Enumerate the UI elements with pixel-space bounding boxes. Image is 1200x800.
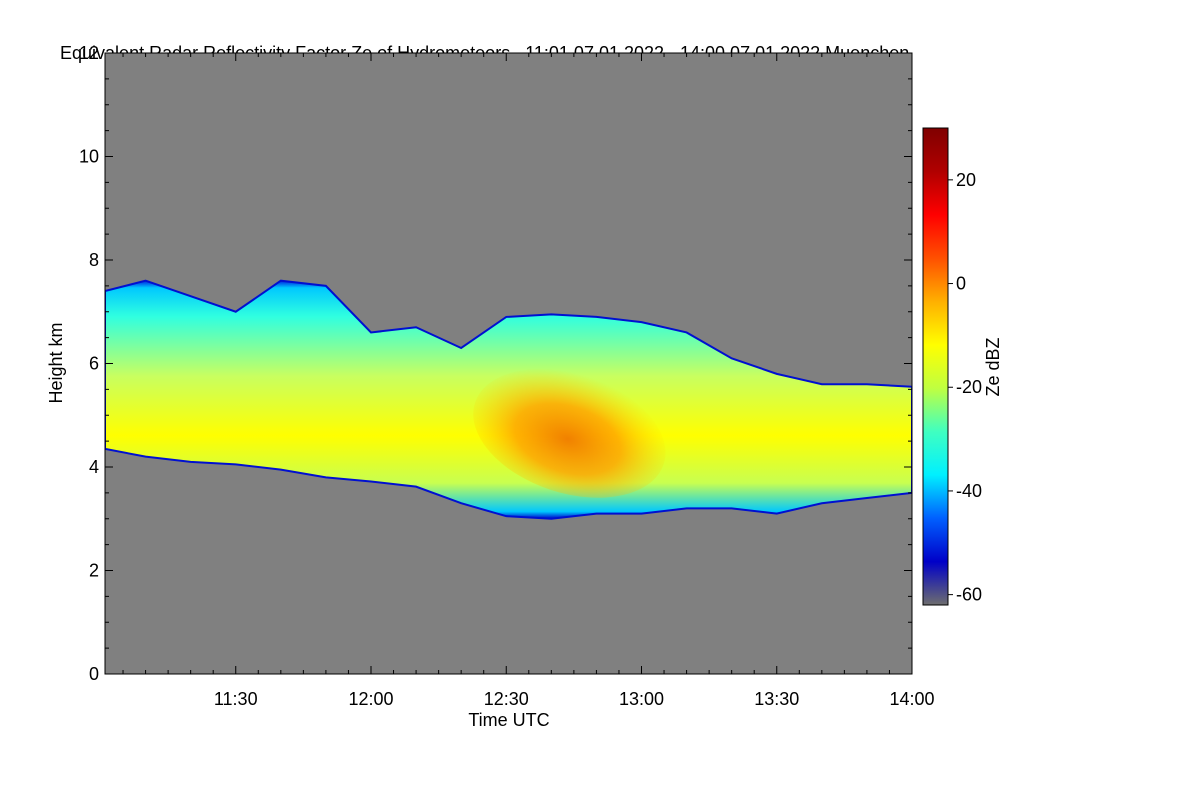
x-tick-label: 13:00 bbox=[619, 689, 664, 709]
colorbar bbox=[922, 127, 949, 606]
y-axis-label: Height km bbox=[46, 322, 66, 403]
x-axis: 11:30 12:00 12:30 13:00 13:30 14:00 bbox=[122, 53, 935, 709]
y-axis: 0 2 4 6 8 10 12 bbox=[79, 43, 912, 684]
x-tick-label: 12:00 bbox=[348, 689, 393, 709]
x-tick-label: 11:30 bbox=[214, 689, 258, 709]
colorbar-ticks: 20 0 -20 -40 -60 bbox=[948, 170, 982, 605]
colorbar-tick-label: -20 bbox=[956, 377, 982, 397]
y-tick-label: 2 bbox=[89, 561, 99, 581]
colorbar-tick-label: 20 bbox=[956, 170, 976, 190]
y-tick-label: 12 bbox=[79, 43, 99, 63]
x-tick-label: 12:30 bbox=[484, 689, 529, 709]
x-tick-label: 13:30 bbox=[754, 689, 799, 709]
colorbar-label: Ze dBZ bbox=[983, 337, 1003, 396]
x-axis-label: Time UTC bbox=[468, 710, 549, 730]
y-tick-label: 10 bbox=[79, 147, 99, 167]
y-tick-label: 8 bbox=[89, 250, 99, 270]
x-tick-label: 14:00 bbox=[889, 689, 934, 709]
cloud-echo-layer bbox=[105, 279, 912, 520]
colorbar-tick-label: 0 bbox=[956, 274, 966, 294]
y-tick-label: 0 bbox=[89, 664, 99, 684]
y-tick-label: 4 bbox=[89, 457, 99, 477]
colorbar-tick-label: -60 bbox=[956, 585, 982, 605]
colorbar-tick-label: -40 bbox=[956, 481, 982, 501]
reflectivity-core bbox=[473, 368, 666, 498]
y-tick-label: 6 bbox=[89, 354, 99, 374]
